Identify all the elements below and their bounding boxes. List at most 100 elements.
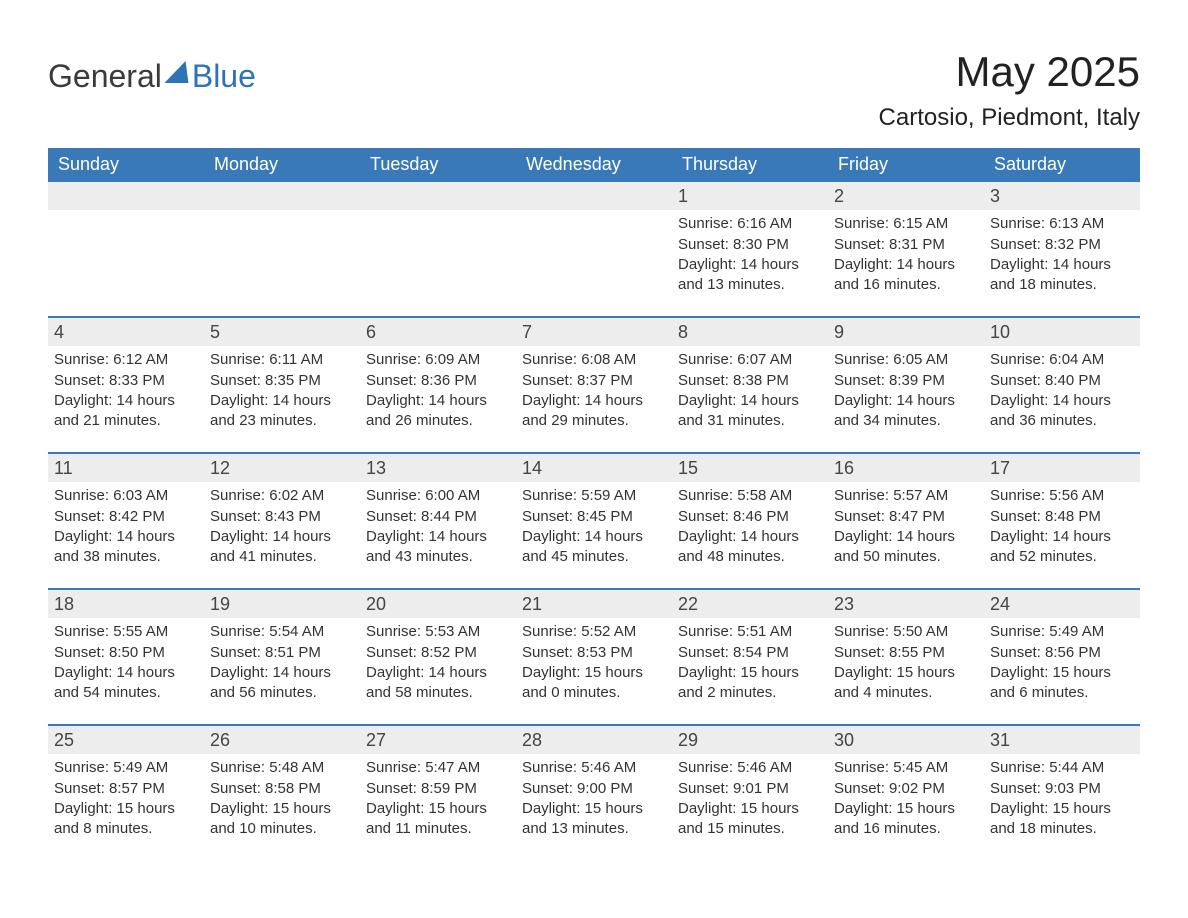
day-body: Sunrise: 5:57 AMSunset: 8:47 PMDaylight:…: [834, 486, 978, 567]
day-cell: 3 Sunrise: 6:13 AMSunset: 8:32 PMDaylight…: [984, 182, 1140, 316]
sunrise-text: Sunrise: 6:15 AM: [834, 214, 978, 234]
day-number: 29: [672, 726, 828, 754]
weekday-header-row: Sunday Monday Tuesday Wednesday Thursday…: [48, 148, 1140, 182]
sunrise-text: Sunrise: 6:05 AM: [834, 350, 978, 370]
sunrise-text: Sunrise: 5:48 AM: [210, 758, 354, 778]
day-cell: 12Sunrise: 6:02 AMSunset: 8:43 PMDayligh…: [204, 454, 360, 588]
daylight-text: Daylight: 14 hours and 31 minutes.: [678, 391, 822, 432]
day-body: Sunrise: 5:44 AMSunset: 9:03 PMDaylight:…: [990, 758, 1134, 839]
weeks-container: 1Sunrise: 6:16 AMSunset: 8:30 PMDaylight…: [48, 182, 1140, 860]
sunset-text: Sunset: 8:37 PM: [522, 371, 666, 391]
header-row: General Blue May 2025 Cartosio, Piedmont…: [48, 48, 1140, 142]
daylight-text: Daylight: 15 hours and 2 minutes.: [678, 663, 822, 704]
sunrise-text: Sunrise: 6:12 AM: [54, 350, 198, 370]
sunrise-text: Sunrise: 5:49 AM: [54, 758, 198, 778]
daylight-text: Daylight: 14 hours and 45 minutes.: [522, 527, 666, 568]
daylight-text: Daylight: 14 hours and 36 minutes.: [990, 391, 1134, 432]
sunset-text: Sunset: 8:42 PM: [54, 507, 198, 527]
sunrise-text: Sunrise: 5:49 AM: [990, 622, 1134, 642]
daylight-text: Daylight: 14 hours and 18 minutes.: [990, 255, 1134, 296]
sunset-text: Sunset: 8:57 PM: [54, 779, 198, 799]
day-number: 3: [984, 182, 1140, 210]
sunrise-text: Sunrise: 6:13 AM: [990, 214, 1134, 234]
week-row: 18Sunrise: 5:55 AMSunset: 8:50 PMDayligh…: [48, 588, 1140, 724]
logo-text-blue: Blue: [192, 58, 256, 95]
daylight-text: Daylight: 15 hours and 4 minutes.: [834, 663, 978, 704]
sunset-text: Sunset: 8:46 PM: [678, 507, 822, 527]
day-cell: 13Sunrise: 6:00 AMSunset: 8:44 PMDayligh…: [360, 454, 516, 588]
day-number: 5: [204, 318, 360, 346]
weekday-tuesday: Tuesday: [360, 148, 516, 182]
day-number: 30: [828, 726, 984, 754]
sunset-text: Sunset: 8:30 PM: [678, 235, 822, 255]
day-number: 16: [828, 454, 984, 482]
calendar-grid: Sunday Monday Tuesday Wednesday Thursday…: [48, 148, 1140, 860]
day-number: 7: [516, 318, 672, 346]
sunset-text: Sunset: 8:44 PM: [366, 507, 510, 527]
sunset-text: Sunset: 8:35 PM: [210, 371, 354, 391]
day-body: Sunrise: 6:05 AMSunset: 8:39 PMDaylight:…: [834, 350, 978, 431]
day-number: 4: [48, 318, 204, 346]
sunset-text: Sunset: 8:31 PM: [834, 235, 978, 255]
sunrise-text: Sunrise: 5:57 AM: [834, 486, 978, 506]
day-number: 27: [360, 726, 516, 754]
sunset-text: Sunset: 8:47 PM: [834, 507, 978, 527]
daylight-text: Daylight: 15 hours and 15 minutes.: [678, 799, 822, 840]
day-number: 26: [204, 726, 360, 754]
month-title: May 2025: [879, 48, 1140, 96]
title-block: May 2025 Cartosio, Piedmont, Italy: [879, 48, 1140, 142]
day-body: Sunrise: 6:13 AMSunset: 8:32 PMDaylight:…: [990, 214, 1134, 295]
logo: General Blue: [48, 58, 256, 95]
daylight-text: Daylight: 14 hours and 58 minutes.: [366, 663, 510, 704]
location-subtitle: Cartosio, Piedmont, Italy: [879, 104, 1140, 132]
week-row: 1Sunrise: 6:16 AMSunset: 8:30 PMDaylight…: [48, 182, 1140, 316]
day-number: 19: [204, 590, 360, 618]
sunset-text: Sunset: 8:38 PM: [678, 371, 822, 391]
day-body: Sunrise: 5:47 AMSunset: 8:59 PMDaylight:…: [366, 758, 510, 839]
sunset-text: Sunset: 8:59 PM: [366, 779, 510, 799]
day-body: Sunrise: 5:58 AMSunset: 8:46 PMDaylight:…: [678, 486, 822, 567]
day-number: 24: [984, 590, 1140, 618]
day-body: Sunrise: 6:08 AMSunset: 8:37 PMDaylight:…: [522, 350, 666, 431]
sunrise-text: Sunrise: 6:02 AM: [210, 486, 354, 506]
daylight-text: Daylight: 14 hours and 41 minutes.: [210, 527, 354, 568]
day-number: 15: [672, 454, 828, 482]
day-body: Sunrise: 5:49 AMSunset: 8:57 PMDaylight:…: [54, 758, 198, 839]
day-number: 31: [984, 726, 1140, 754]
day-body: Sunrise: 5:56 AMSunset: 8:48 PMDaylight:…: [990, 486, 1134, 567]
daylight-text: Daylight: 15 hours and 18 minutes.: [990, 799, 1134, 840]
sunrise-text: Sunrise: 5:46 AM: [522, 758, 666, 778]
sunset-text: Sunset: 8:54 PM: [678, 643, 822, 663]
sunset-text: Sunset: 8:40 PM: [990, 371, 1134, 391]
day-body: Sunrise: 5:55 AMSunset: 8:50 PMDaylight:…: [54, 622, 198, 703]
day-cell: 1Sunrise: 6:16 AMSunset: 8:30 PMDaylight…: [672, 182, 828, 316]
sunrise-text: Sunrise: 5:56 AM: [990, 486, 1134, 506]
daylight-text: Daylight: 14 hours and 26 minutes.: [366, 391, 510, 432]
day-cell: 6Sunrise: 6:09 AMSunset: 8:36 PMDaylight…: [360, 318, 516, 452]
daylight-text: Daylight: 14 hours and 50 minutes.: [834, 527, 978, 568]
day-body: Sunrise: 6:15 AMSunset: 8:31 PMDaylight:…: [834, 214, 978, 295]
weekday-monday: Monday: [204, 148, 360, 182]
day-number: [360, 182, 516, 210]
daylight-text: Daylight: 15 hours and 13 minutes.: [522, 799, 666, 840]
logo-text-general: General: [48, 58, 162, 95]
day-cell: 7 Sunrise: 6:08 AMSunset: 8:37 PMDaylight…: [516, 318, 672, 452]
sunrise-text: Sunrise: 6:08 AM: [522, 350, 666, 370]
day-body: Sunrise: 6:16 AMSunset: 8:30 PMDaylight:…: [678, 214, 822, 295]
day-cell: 28Sunrise: 5:46 AMSunset: 9:00 PMDayligh…: [516, 726, 672, 860]
sunrise-text: Sunrise: 5:55 AM: [54, 622, 198, 642]
day-number: [516, 182, 672, 210]
day-body: Sunrise: 6:11 AMSunset: 8:35 PMDaylight:…: [210, 350, 354, 431]
daylight-text: Daylight: 14 hours and 16 minutes.: [834, 255, 978, 296]
day-body: Sunrise: 5:46 AMSunset: 9:01 PMDaylight:…: [678, 758, 822, 839]
sunset-text: Sunset: 9:01 PM: [678, 779, 822, 799]
sunset-text: Sunset: 8:32 PM: [990, 235, 1134, 255]
day-number: 6: [360, 318, 516, 346]
day-cell: 15 Sunrise: 5:58 AMSunset: 8:46 PMDayligh…: [672, 454, 828, 588]
sunrise-text: Sunrise: 6:03 AM: [54, 486, 198, 506]
day-cell: 9Sunrise: 6:05 AMSunset: 8:39 PMDaylight…: [828, 318, 984, 452]
day-cell: 8Sunrise: 6:07 AMSunset: 8:38 PMDaylight…: [672, 318, 828, 452]
sunset-text: Sunset: 8:33 PM: [54, 371, 198, 391]
day-body: Sunrise: 6:00 AMSunset: 8:44 PMDaylight:…: [366, 486, 510, 567]
day-body: Sunrise: 5:51 AMSunset: 8:54 PMDaylight:…: [678, 622, 822, 703]
